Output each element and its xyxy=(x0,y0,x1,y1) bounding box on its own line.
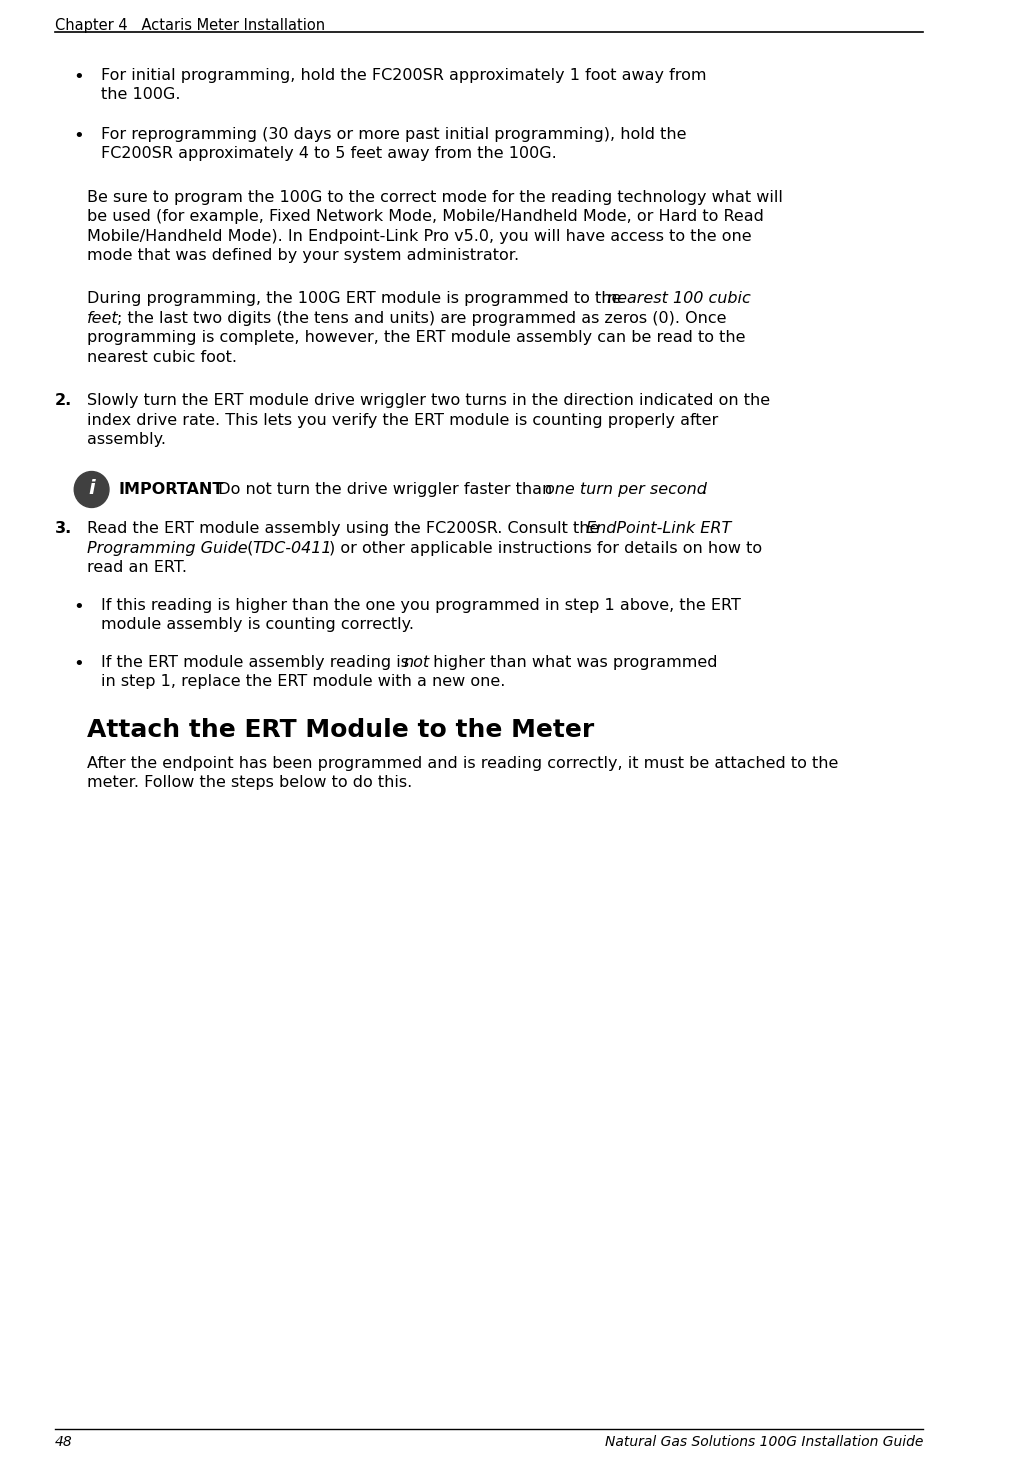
Text: the 100G.: the 100G. xyxy=(101,88,180,102)
Text: Read the ERT module assembly using the FC200SR. Consult the: Read the ERT module assembly using the F… xyxy=(0,1445,518,1460)
Text: For reprogramming (30 days or more past initial programming), hold the: For reprogramming (30 days or more past … xyxy=(101,127,687,142)
Text: IMPORTANT: IMPORTANT xyxy=(119,482,224,496)
Text: one turn per second: one turn per second xyxy=(545,482,706,496)
Text: EndPoint-Link ERT: EndPoint-Link ERT xyxy=(586,521,731,536)
Text: module assembly is counting correctly.: module assembly is counting correctly. xyxy=(101,618,414,632)
Text: TDC-0411: TDC-0411 xyxy=(0,1445,79,1460)
Text: •: • xyxy=(74,654,84,673)
Text: Chapter 4   Actaris Meter Installation: Chapter 4 Actaris Meter Installation xyxy=(55,18,325,34)
Text: be used (for example, Fixed Network Mode, Mobile/Handheld Mode, or Hard to Read: be used (for example, Fixed Network Mode… xyxy=(87,209,764,223)
Text: Attach the ERT Module to the Meter: Attach the ERT Module to the Meter xyxy=(87,718,594,742)
Text: assembly.: assembly. xyxy=(87,432,166,447)
Text: Programming Guide: Programming Guide xyxy=(0,1445,161,1460)
Text: nearest cubic foot.: nearest cubic foot. xyxy=(87,350,237,365)
Text: (: ( xyxy=(0,1445,11,1460)
Text: If the ERT module assembly reading is: If the ERT module assembly reading is xyxy=(101,654,414,670)
Text: not: not xyxy=(0,1445,26,1460)
Text: .: . xyxy=(701,482,706,496)
Text: Programming Guide: Programming Guide xyxy=(87,540,247,556)
Text: in step 1, replace the ERT module with a new one.: in step 1, replace the ERT module with a… xyxy=(101,675,505,689)
Text: For initial programming, hold the FC200SR approximately 1 foot away from: For initial programming, hold the FC200S… xyxy=(101,67,707,83)
Text: •: • xyxy=(74,127,84,145)
Text: feet: feet xyxy=(0,1445,31,1460)
Text: FC200SR approximately 4 to 5 feet away from the 100G.: FC200SR approximately 4 to 5 feet away f… xyxy=(101,146,557,161)
Text: mode that was defined by your system administrator.: mode that was defined by your system adm… xyxy=(87,248,519,263)
Text: read an ERT.: read an ERT. xyxy=(87,561,186,575)
Text: 2.: 2. xyxy=(55,393,72,409)
Text: programming is complete, however, the ERT module assembly can be read to the: programming is complete, however, the ER… xyxy=(87,330,746,346)
Text: Do not turn the drive wriggler faster than: Do not turn the drive wriggler faster th… xyxy=(0,1445,349,1460)
Text: Slowly turn the ERT module drive wriggler two turns in the direction indicated o: Slowly turn the ERT module drive wriggle… xyxy=(87,393,770,409)
Text: nearest 100 cubic: nearest 100 cubic xyxy=(607,292,751,307)
Text: If the ERT module assembly reading is: If the ERT module assembly reading is xyxy=(0,1445,313,1460)
Text: Be sure to program the 100G to the correct mode for the reading technology what : Be sure to program the 100G to the corre… xyxy=(87,190,783,204)
Text: Read the ERT module assembly using the FC200SR. Consult the: Read the ERT module assembly using the F… xyxy=(87,521,605,536)
Text: TDC-0411: TDC-0411 xyxy=(252,540,332,556)
Text: i: i xyxy=(88,479,95,498)
Text: •: • xyxy=(74,597,84,616)
Text: not: not xyxy=(403,654,430,670)
Text: (: ( xyxy=(242,540,253,556)
Text: Natural Gas Solutions 100G Installation Guide: Natural Gas Solutions 100G Installation … xyxy=(605,1435,923,1448)
Text: During programming, the 100G ERT module is programmed to the: During programming, the 100G ERT module … xyxy=(0,1445,540,1460)
Text: 48: 48 xyxy=(55,1435,73,1448)
Text: •: • xyxy=(74,67,84,86)
Text: one turn per second: one turn per second xyxy=(0,1445,162,1460)
Text: Do not turn the drive wriggler faster than: Do not turn the drive wriggler faster th… xyxy=(208,482,557,496)
Text: IMPORTANT: IMPORTANT xyxy=(0,1445,92,1460)
Text: higher than what was programmed: higher than what was programmed xyxy=(428,654,718,670)
Text: index drive rate. This lets you verify the ERT module is counting properly after: index drive rate. This lets you verify t… xyxy=(87,413,718,428)
Text: feet: feet xyxy=(87,311,119,326)
Text: meter. Follow the steps below to do this.: meter. Follow the steps below to do this… xyxy=(87,775,412,790)
Text: After the endpoint has been programmed and is reading correctly, it must be atta: After the endpoint has been programmed a… xyxy=(87,756,838,771)
Text: During programming, the 100G ERT module is programmed to the: During programming, the 100G ERT module … xyxy=(87,292,626,307)
Circle shape xyxy=(74,472,109,508)
Text: ) or other applicable instructions for details on how to: ) or other applicable instructions for d… xyxy=(329,540,763,556)
Text: If this reading is higher than the one you programmed in step 1 above, the ERT: If this reading is higher than the one y… xyxy=(101,597,742,613)
Text: 3.: 3. xyxy=(55,521,72,536)
Text: ; the last two digits (the tens and units) are programmed as zeros (0). Once: ; the last two digits (the tens and unit… xyxy=(118,311,726,326)
Text: Mobile/Handheld Mode). In Endpoint-Link Pro v5.0, you will have access to the on: Mobile/Handheld Mode). In Endpoint-Link … xyxy=(87,229,752,244)
